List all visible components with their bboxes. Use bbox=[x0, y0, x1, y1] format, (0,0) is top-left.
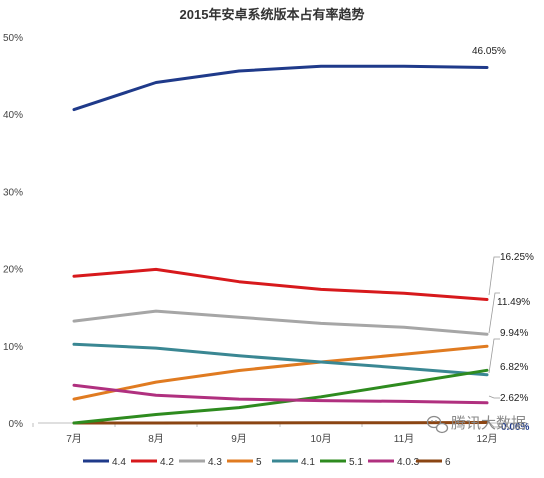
chart-title: 2015年安卓系统版本占有率趋势 bbox=[180, 7, 365, 22]
wechat-icon bbox=[426, 415, 449, 434]
x-tick-label: 10月 bbox=[310, 433, 331, 445]
y-tick-label: 0% bbox=[9, 419, 24, 430]
legend-label: 5.1 bbox=[349, 457, 363, 468]
y-axis: 0% 10% 20% 30% 40% 50% bbox=[3, 33, 23, 430]
series-line-4-3 bbox=[72, 309, 489, 336]
x-tick-label: 12月 bbox=[476, 433, 497, 445]
x-tick-label: 11月 bbox=[394, 433, 414, 445]
series-lines bbox=[72, 64, 489, 425]
legend-label: 6 bbox=[445, 457, 451, 468]
leader-line bbox=[488, 256, 500, 296]
series-line-5 bbox=[72, 344, 489, 401]
end-label: 9.94% bbox=[500, 328, 528, 339]
series-line-6 bbox=[72, 421, 489, 425]
leader-line bbox=[488, 292, 500, 334]
end-label: 2.62% bbox=[500, 393, 528, 404]
leader-lines bbox=[488, 256, 500, 428]
end-label: 6.82% bbox=[500, 362, 528, 373]
leader-line bbox=[488, 395, 500, 399]
leader-line bbox=[488, 421, 500, 428]
watermark-text: 腾讯大数据 bbox=[451, 415, 526, 432]
end-label: 0.06% bbox=[501, 422, 529, 433]
series-line-4-0-3 bbox=[72, 383, 489, 405]
series-line-4-1 bbox=[72, 342, 489, 377]
x-tick-label: 7月 bbox=[66, 433, 82, 445]
end-label: 46.05% bbox=[472, 46, 506, 57]
y-tick-label: 30% bbox=[3, 187, 23, 198]
legend-label: 4.3 bbox=[208, 457, 222, 468]
leader-line bbox=[488, 338, 500, 374]
legend-label: 4.0.3 bbox=[397, 457, 420, 468]
end-labels: 46.05% 16.25% 11.49% 9.94% 6.82% 2.62% 0.06% bbox=[472, 46, 534, 433]
legend: 4.4 4.2 4.3 5 4.1 5.1 4.0.3 6 bbox=[83, 457, 451, 468]
y-tick-label: 20% bbox=[3, 265, 23, 276]
x-tick-label: 9月 bbox=[231, 433, 247, 445]
end-label: 16.25% bbox=[500, 252, 534, 263]
series-line-4-2 bbox=[72, 267, 489, 301]
watermark: 腾讯大数据 bbox=[426, 415, 526, 434]
legend-label: 4.1 bbox=[301, 457, 315, 468]
y-tick-label: 50% bbox=[3, 33, 23, 44]
series-line-4-4 bbox=[72, 64, 489, 112]
legend-label: 4.4 bbox=[112, 457, 126, 468]
x-tick-label: 8月 bbox=[148, 433, 164, 445]
end-label: 11.49% bbox=[497, 297, 530, 308]
legend-label: 4.2 bbox=[160, 457, 174, 468]
legend-label: 5 bbox=[256, 457, 262, 468]
y-tick-label: 40% bbox=[3, 110, 23, 121]
series-line-5-1 bbox=[72, 368, 489, 425]
y-tick-label: 10% bbox=[3, 342, 23, 353]
